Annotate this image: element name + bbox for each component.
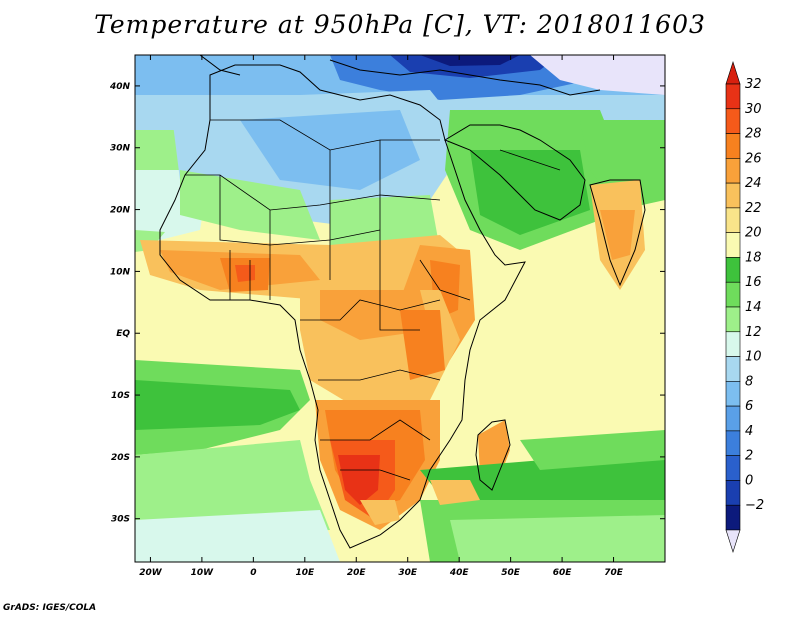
- colorbar-label: 8: [745, 374, 753, 389]
- lon-tick-label: 20E: [347, 568, 367, 578]
- lat-tick-label: EQ: [116, 329, 130, 339]
- colorbar-swatch: [725, 504, 741, 531]
- lon-tick-label: 50E: [501, 568, 521, 578]
- grads-credit: GrADS: IGES/COLA: [3, 603, 97, 613]
- colorbar-label: −2: [745, 498, 764, 513]
- lat-tick-label: 30N: [110, 144, 131, 154]
- colorbar-swatch: [725, 356, 741, 382]
- colorbar-label: 28: [745, 127, 762, 142]
- axis-ticks: 20W 10W 0 10E 20E 30E 40E 50E 60E 70E 40N 30N 20N 10N…: [109, 55, 665, 578]
- lon-tick-label: 20W: [139, 568, 163, 578]
- colorbar-swatch: [725, 257, 741, 283]
- lat-tick-label: 30S: [111, 515, 130, 525]
- colorbar-swatch: [725, 207, 741, 233]
- colorbar-swatch: [725, 306, 741, 333]
- colorbar-swatch: [725, 480, 741, 506]
- colorbar-bottom-arrow: [725, 529, 741, 553]
- lat-tick-label: 40N: [109, 82, 131, 92]
- colorbar-swatch: [725, 430, 741, 456]
- lon-tick-label: 10W: [191, 568, 215, 578]
- lat-tick-label: 20S: [111, 453, 130, 463]
- colorbar-swatch: [725, 405, 741, 432]
- map-title: Temperature at 950hPa [C], VT: 201801160…: [94, 10, 706, 39]
- lon-tick-label: 70E: [604, 568, 624, 578]
- lat-tick-label: 10S: [111, 391, 130, 401]
- colorbar-swatch: [725, 331, 741, 357]
- colorbar-label: 16: [745, 275, 762, 290]
- colorbar-swatch: [725, 133, 741, 159]
- lat-tick-label: 20N: [110, 206, 131, 216]
- temperature-field: [135, 55, 665, 562]
- plot-frame: [134, 54, 666, 563]
- lat-tick-label: 10N: [110, 267, 131, 277]
- colorbar-top-arrow: [725, 61, 741, 85]
- colorbar-swatch: [725, 381, 741, 407]
- colorbar-label: 6: [745, 399, 753, 414]
- colorbar-swatch: [725, 182, 741, 209]
- lon-tick-label: 40E: [449, 568, 470, 578]
- colorbar-label: 26: [745, 151, 762, 166]
- colorbar-swatch: [725, 108, 741, 134]
- colorbar-label: 4: [745, 424, 753, 439]
- colorbar-swatch: [725, 281, 741, 308]
- lon-tick-label: 10E: [295, 568, 315, 578]
- colorbar-label: 10: [745, 350, 762, 365]
- colorbar-label: 24: [745, 176, 762, 191]
- colorbar-label: 14: [745, 300, 762, 315]
- colorbar-swatch: [725, 232, 741, 258]
- colorbar-label: 30: [745, 102, 762, 117]
- country-borders: [185, 119, 561, 481]
- colorbar-label: 18: [745, 250, 762, 265]
- colorbar-label: 22: [745, 201, 762, 216]
- lon-tick-label: 60E: [553, 568, 573, 578]
- lon-tick-label: 30E: [398, 568, 418, 578]
- lon-tick-label: 0: [250, 568, 256, 578]
- colorbar-label: 2: [745, 449, 753, 464]
- colorbar-label: 32: [745, 77, 762, 92]
- colorbar-swatch: [725, 455, 741, 481]
- colorbar-label: 12: [745, 325, 762, 340]
- colorbar-label: 20: [745, 226, 762, 241]
- coastlines: [159, 55, 646, 549]
- colorbar-swatch: [725, 83, 741, 110]
- colorbar-label: 0: [745, 473, 753, 488]
- colorbar-swatch: [725, 158, 741, 184]
